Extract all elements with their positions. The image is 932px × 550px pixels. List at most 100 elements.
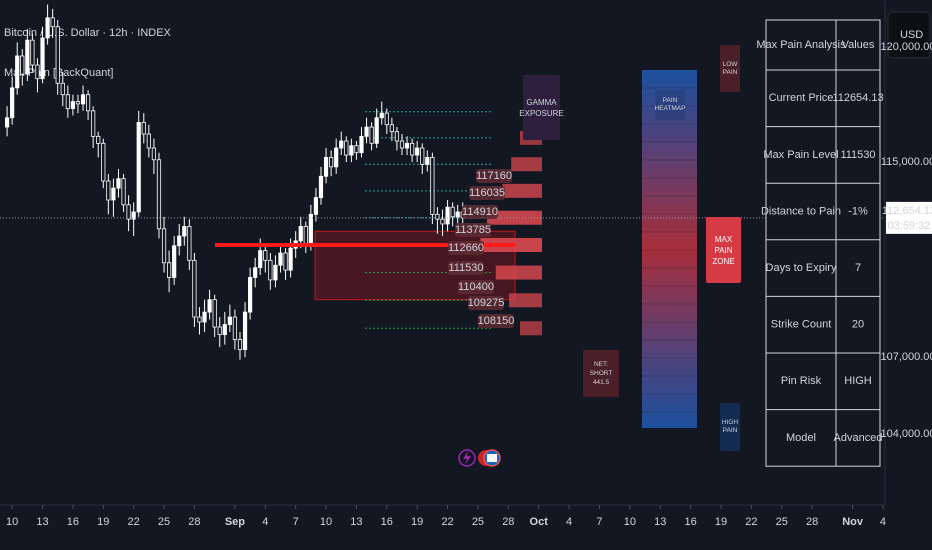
candle-body	[445, 206, 450, 225]
x-tick-label: 13	[350, 516, 362, 528]
high-pain-label: HIGH PAIN	[720, 403, 740, 451]
candle-body	[374, 117, 379, 144]
candle-body	[258, 250, 263, 269]
x-tick-label: 16	[684, 516, 696, 528]
candle-body	[278, 252, 283, 266]
pain-heatmap	[642, 70, 697, 428]
table-value: Advanced	[834, 432, 883, 444]
y-tick-label: 120,000.00	[880, 41, 932, 53]
candle-body	[65, 94, 70, 109]
x-tick-label: 28	[806, 516, 818, 528]
candle-body	[344, 140, 349, 156]
candle-body	[268, 259, 273, 281]
candle-body	[35, 64, 40, 80]
x-tick-label: 10	[624, 516, 636, 528]
candle-body	[430, 157, 435, 215]
table-label: Days to Expiry	[766, 262, 837, 274]
candle-body	[263, 250, 268, 261]
gamma-bar	[487, 210, 542, 225]
strike-label: 114910	[462, 206, 498, 218]
x-tick-label: 28	[502, 516, 514, 528]
strike-label: 108150	[478, 315, 515, 327]
x-tick-label: 25	[472, 516, 484, 528]
table-value: 112654.13	[832, 92, 883, 104]
candle-body	[420, 147, 425, 165]
candle-body	[121, 178, 126, 206]
candle-body	[15, 55, 20, 89]
x-tick-label: 25	[158, 516, 170, 528]
x-tick-label: 4	[566, 516, 572, 528]
table-label: Max Pain Level	[763, 149, 838, 161]
x-tick-label: 25	[776, 516, 788, 528]
table-label: Strike Count	[771, 319, 832, 331]
candle-body	[192, 259, 197, 318]
x-tick-label: 19	[97, 516, 109, 528]
candle-body	[40, 37, 45, 80]
candle-body	[339, 140, 344, 149]
candle-body	[404, 142, 410, 149]
candle-body	[141, 121, 146, 135]
candle-body	[394, 131, 400, 142]
strike-label-box	[469, 186, 505, 200]
currency-button[interactable]	[887, 11, 931, 59]
currency: USD	[900, 29, 923, 41]
low-pain-label: LOW PAIN	[720, 45, 740, 92]
table-label: Current Price	[769, 92, 834, 104]
candle-body	[207, 299, 212, 313]
candle-body	[450, 206, 455, 218]
candle-body	[435, 213, 440, 220]
gamma-bar	[520, 321, 542, 336]
max-pain-zone-label: MAX PAIN ZONE	[706, 217, 741, 283]
candle-body	[182, 225, 187, 237]
x-tick-label: 13	[654, 516, 666, 528]
x-tick-label: 13	[36, 516, 48, 528]
candle-body	[177, 235, 182, 247]
candle-body	[30, 39, 35, 66]
candle-body	[70, 101, 76, 109]
candle-body	[91, 110, 96, 137]
candle-body	[187, 225, 192, 261]
candle-body	[384, 112, 389, 126]
candle-body	[106, 180, 111, 201]
strike-label: 110400	[458, 281, 494, 293]
strike-label-box	[448, 241, 484, 255]
candle-body	[349, 145, 354, 156]
x-tick-label: 22	[745, 516, 757, 528]
x-tick-label: Oct	[530, 516, 549, 528]
gamma-bar	[509, 293, 542, 308]
table-bg	[765, 19, 881, 467]
candle-body	[116, 178, 121, 189]
candle-body	[151, 147, 157, 161]
x-tick-label: 7	[596, 516, 602, 528]
y-tick-label: 107,000.00	[880, 351, 932, 363]
candle-body	[334, 147, 339, 168]
candle-body	[389, 124, 394, 133]
chart-title: Bitcoin / U.S. Dollar · 12h · INDEX	[4, 27, 172, 39]
candle-body	[60, 82, 65, 96]
candle-body	[131, 211, 136, 220]
candle-body	[318, 175, 324, 199]
candle-body	[313, 197, 319, 215]
candle-body	[146, 133, 151, 149]
net-position-box: NET: SHORT 441.5	[583, 350, 619, 397]
candle-body	[440, 218, 445, 225]
candle-body	[415, 147, 420, 156]
candle-body	[25, 39, 30, 75]
table-value: 7	[855, 262, 861, 274]
table-header: Values	[842, 39, 875, 51]
candle-body	[172, 245, 177, 278]
candle-body	[96, 135, 101, 144]
candle-body	[455, 211, 460, 218]
candle-body	[298, 225, 303, 242]
candle-body	[126, 204, 131, 220]
strike-label: 112660	[448, 242, 484, 254]
y-tick-label: 104,000.00	[880, 428, 932, 440]
x-tick-label: 28	[188, 516, 200, 528]
candle-body	[20, 55, 25, 75]
strike-label-box	[448, 261, 484, 275]
x-tick-label: 10	[6, 516, 18, 528]
candle-body	[212, 299, 217, 328]
candle-body	[248, 277, 253, 313]
candle-body	[10, 87, 15, 119]
